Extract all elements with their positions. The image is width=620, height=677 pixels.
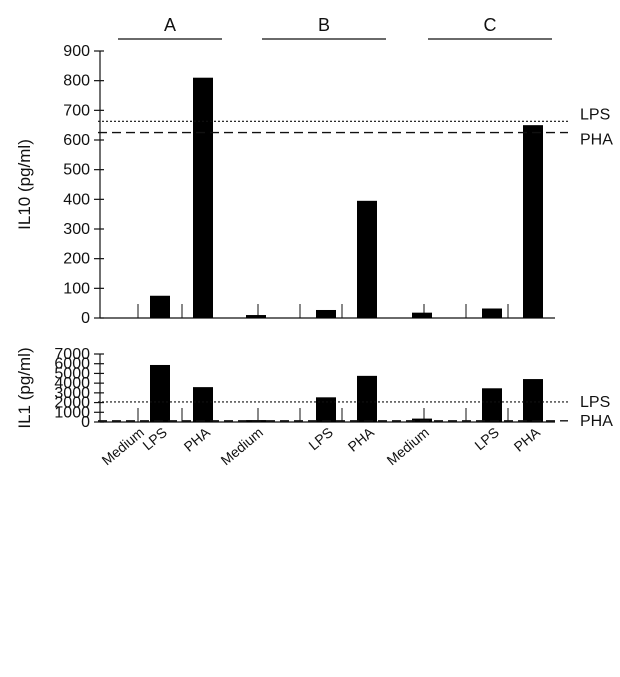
il1-y-tick-label: 5000 — [54, 365, 90, 382]
group-headers: A B C — [118, 15, 552, 40]
category-label-C-Medium: Medium — [383, 424, 431, 468]
il10-y-tick-label: 700 — [63, 102, 90, 119]
il10-y-tick-label: 0 — [81, 310, 90, 327]
il10-y-tick-label: 300 — [63, 221, 90, 238]
il10-reference-label-pha: PHA — [580, 132, 613, 149]
il1-y-tick-label: 1000 — [54, 404, 90, 421]
category-label-C-PHA: PHA — [511, 424, 544, 455]
il1-bar-B-PHA — [357, 375, 377, 422]
il10-bar-C-LPS — [482, 308, 502, 318]
category-label-B-LPS: LPS — [305, 424, 336, 453]
il10-y-tick-label: 600 — [63, 132, 90, 149]
il10-bar-B-Medium — [246, 315, 266, 318]
il1-bar-C-LPS — [482, 388, 502, 422]
category-label-C-LPS: LPS — [471, 424, 502, 453]
il10-reference-label-lps: LPS — [580, 106, 610, 123]
il1-y-tick-label: 3000 — [54, 385, 90, 402]
il10-bar-B-PHA — [357, 200, 377, 318]
il1-reference-label-pha: PHA — [580, 413, 613, 430]
category-label-A-Medium: Medium — [98, 424, 146, 468]
il10-y-tick-label: 100 — [63, 280, 90, 297]
il10-bar-C-PHA — [523, 125, 543, 319]
il10-bar-C-Medium — [412, 312, 432, 318]
il1-y-axis-title: IL1 (pg/ml) — [15, 347, 34, 428]
il10-panel: 0 100 200 300 400 500 600 700 800 900 IL10 (pg/ml)… — [15, 43, 613, 327]
il1-bar-B-LPS — [316, 397, 336, 422]
il10-bar-A-PHA — [193, 77, 213, 318]
il10-y-tick-label: 500 — [63, 162, 90, 179]
category-label-B-Medium: Medium — [217, 424, 265, 468]
il10-y-tick-label: 200 — [63, 251, 90, 268]
group-header-label-A: A — [164, 15, 176, 35]
il1-y-tick-label: 2000 — [54, 395, 90, 412]
il1-bar-A-LPS — [150, 364, 170, 422]
il1-y-tick-label: 0 — [81, 414, 90, 431]
il1-y-tick-label: 4000 — [54, 375, 90, 392]
il1-y-tick-label: 7000 — [54, 346, 90, 363]
category-label-A-LPS: LPS — [139, 424, 170, 453]
il1-y-tick-label: 6000 — [54, 356, 90, 373]
il10-y-axis-title: IL10 (pg/ml) — [15, 139, 34, 230]
il1-bar-A-PHA — [193, 387, 213, 422]
category-label-A-PHA: PHA — [181, 424, 214, 455]
il10-bar-B-LPS — [316, 309, 336, 318]
group-header-label-C: C — [484, 15, 497, 35]
il10-y-tick-label: 400 — [63, 191, 90, 208]
il10-y-tick-label: 800 — [63, 73, 90, 90]
il1-bar-C-PHA — [523, 379, 543, 422]
il1-reference-label-lps: LPS — [580, 394, 610, 411]
group-header-label-B: B — [318, 15, 330, 35]
il10-bar-A-LPS — [150, 295, 170, 318]
category-label-B-PHA: PHA — [345, 424, 378, 455]
il10-y-tick-label: 900 — [63, 43, 90, 60]
